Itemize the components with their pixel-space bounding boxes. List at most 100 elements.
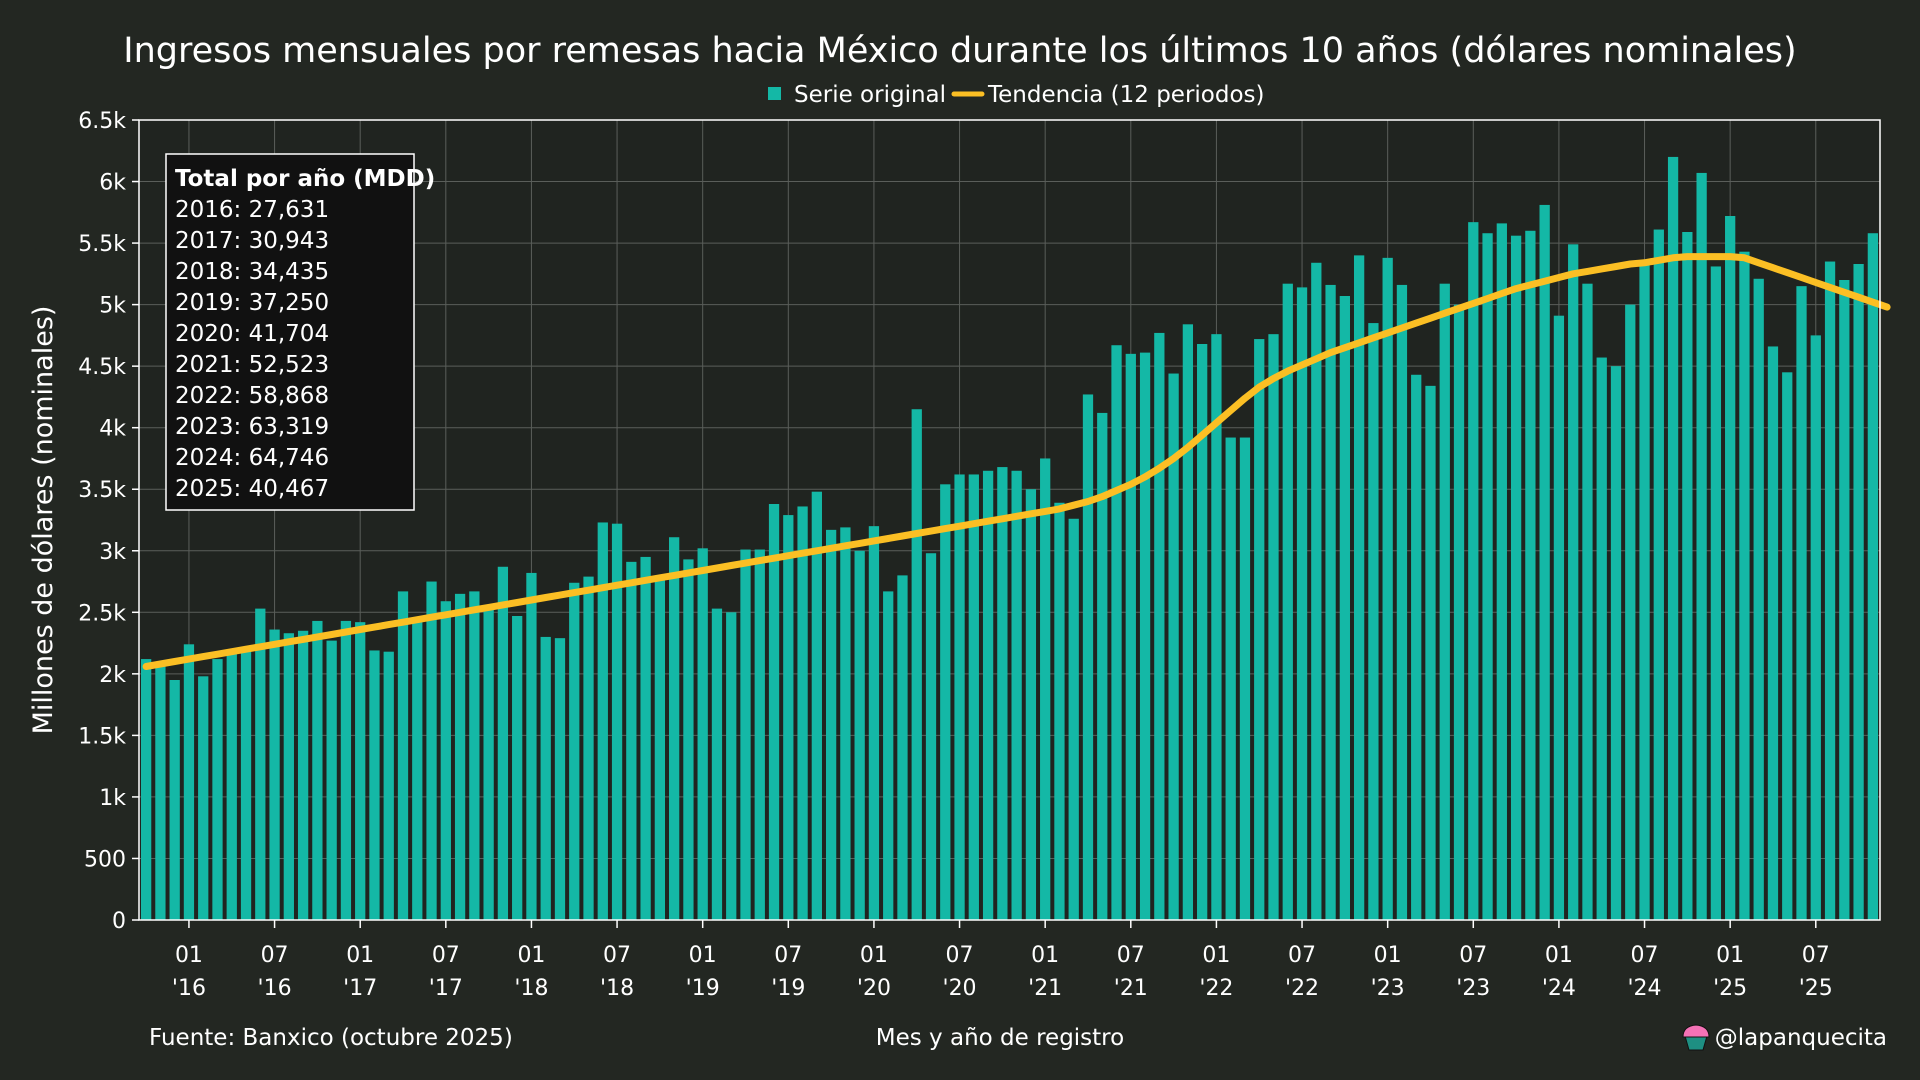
bar [1097, 412, 1108, 920]
bar [540, 636, 551, 920]
bar [754, 549, 765, 920]
bar [1839, 280, 1850, 920]
bar [626, 561, 637, 920]
bar [997, 467, 1008, 920]
bar [569, 582, 580, 920]
x-tick-year: '21 [1114, 976, 1148, 1001]
bar [1696, 172, 1707, 920]
bar [426, 581, 437, 920]
bar [383, 651, 394, 920]
bar [1596, 357, 1607, 920]
y-tick-label: 0 [112, 909, 126, 934]
annual-total-2018: 2018: 34,435 [175, 259, 329, 285]
annual-total-2020: 2020: 41,704 [175, 321, 329, 347]
bar [240, 649, 252, 920]
cupcake-icon [1682, 1024, 1710, 1051]
x-tick-month: 07 [261, 943, 289, 968]
legend-bar-label: Serie original [794, 82, 946, 108]
bar [811, 491, 822, 920]
bar [1168, 373, 1179, 920]
y-tick-label: 5k [99, 294, 126, 319]
annual-total-2023: 2023: 63,319 [175, 414, 329, 440]
y-axis-ticks: 0 500 1k 1.5k 2k 2.5k 3k 3.5k 4k 4.5k 5k 5.5k 6k 6.5k [78, 109, 139, 934]
x-tick-year: '25 [1713, 976, 1747, 1001]
bar [526, 572, 537, 920]
bar [1082, 394, 1094, 920]
x-tick-month: 01 [346, 943, 374, 968]
bar [454, 593, 466, 920]
bar [140, 659, 152, 920]
bar [255, 608, 266, 920]
bar [868, 526, 880, 920]
bar [1125, 353, 1136, 920]
bar [1139, 352, 1151, 921]
annual-totals-background [165, 153, 415, 511]
x-tick-month: 07 [1288, 943, 1316, 968]
y-tick-label: 2.5k [78, 601, 126, 626]
bar [711, 608, 723, 920]
bar [1525, 230, 1536, 920]
bar [1411, 374, 1422, 920]
bar [726, 612, 737, 920]
bar [1782, 372, 1793, 920]
bar [883, 591, 894, 920]
x-tick-year: '17 [429, 976, 463, 1001]
bar [1653, 229, 1664, 921]
bar [1339, 296, 1350, 920]
bar [954, 474, 965, 920]
bar [412, 618, 423, 920]
bar [1282, 283, 1293, 920]
bar [1810, 335, 1821, 920]
x-tick-month: 07 [946, 943, 974, 968]
bar [1553, 315, 1565, 920]
bar [654, 576, 666, 920]
x-tick-month: 07 [1631, 943, 1659, 968]
bar [198, 676, 209, 920]
bar [697, 548, 708, 920]
x-tick-month: 01 [689, 943, 717, 968]
bar [1311, 262, 1322, 920]
x-tick-month: 07 [1117, 943, 1145, 968]
x-tick-year: '23 [1371, 976, 1405, 1001]
bar [1239, 437, 1251, 920]
y-tick-label: 500 [84, 847, 126, 872]
trend-line [142, 253, 1891, 670]
bar [911, 409, 922, 920]
bar [797, 506, 808, 920]
bar [669, 537, 680, 920]
x-tick-month: 01 [1545, 943, 1573, 968]
bar [355, 622, 366, 920]
bar [155, 664, 166, 920]
bar [283, 633, 294, 920]
bar [940, 484, 951, 920]
x-tick-year: '19 [686, 976, 720, 1001]
annual-totals-box: Total por año (MDD) 2016: 27,631 2017: 3… [165, 153, 435, 511]
chart-title: Ingresos mensuales por remesas hacia Méx… [123, 31, 1796, 71]
bar [854, 550, 865, 920]
x-tick-month: 01 [1716, 943, 1744, 968]
bar [1510, 235, 1522, 920]
x-tick-year: '22 [1285, 976, 1319, 1001]
x-tick-year: '20 [857, 976, 891, 1001]
x-tick-year: '24 [1628, 976, 1662, 1001]
bar [312, 620, 323, 920]
bar [469, 591, 480, 920]
bar [1767, 346, 1779, 920]
y-tick-label: 4k [99, 417, 126, 442]
annual-total-2017: 2017: 30,943 [175, 228, 329, 254]
annual-total-2016: 2016: 27,631 [175, 197, 329, 223]
bar [554, 638, 566, 920]
bar [497, 566, 509, 920]
bar [1682, 232, 1693, 920]
x-tick-year: '24 [1542, 976, 1576, 1001]
bar [597, 522, 608, 920]
bar [1824, 261, 1836, 920]
bar [340, 620, 352, 920]
bar [1625, 304, 1636, 921]
bar [512, 616, 523, 920]
x-tick-month: 07 [1459, 943, 1487, 968]
bar [1453, 304, 1465, 921]
legend-line-label: Tendencia (12 periodos) [987, 82, 1264, 108]
x-tick-year: '22 [1199, 976, 1233, 1001]
